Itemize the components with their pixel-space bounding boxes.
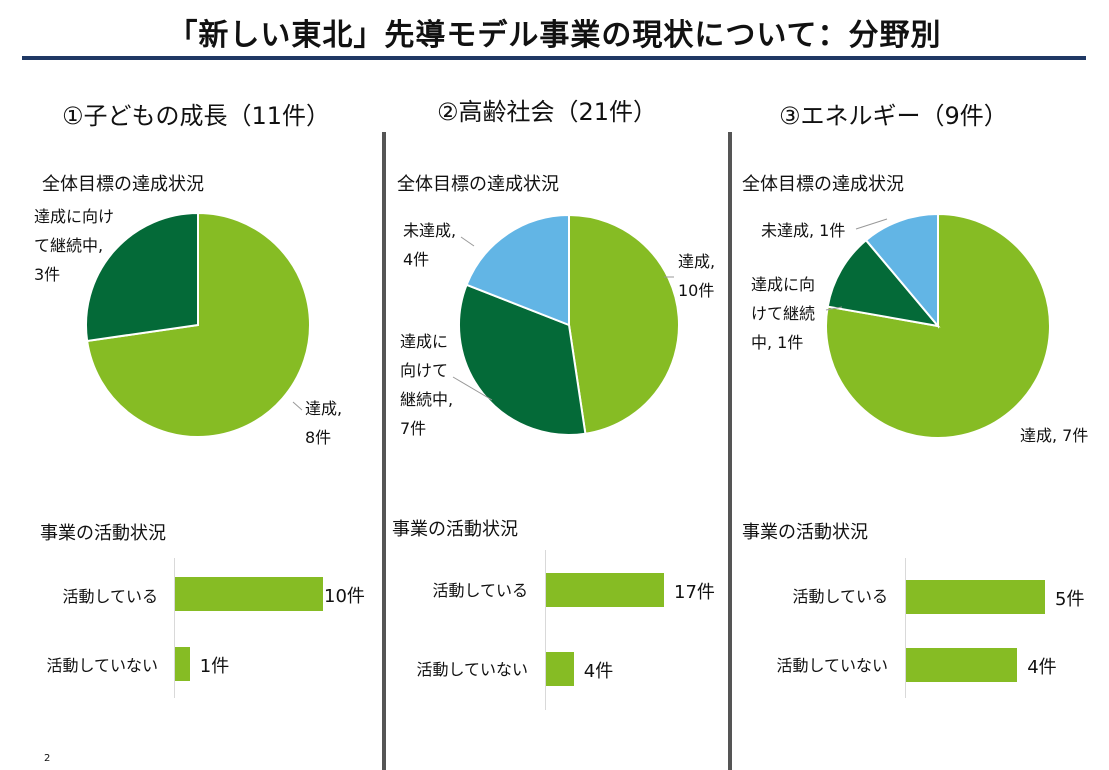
pie-label-2-3: 未達成, 4件 [403,216,456,274]
pie-slice-2-1 [568,213,680,435]
pie-slice-3-3 [864,212,939,329]
page-title: 「新しい東北」先導モデル事業の現状について：分野別 [167,18,942,53]
pie-label-line: 4件 [403,250,430,269]
bar-3-1 [906,580,1045,614]
pie-slice-1-2 [85,211,199,343]
pie-label-line: 未達成, [403,221,457,240]
bar-category-label-1-1: 活動している [62,587,158,606]
pie-label-line: 未達成, 1件 [761,221,846,240]
bar-value-label-1-2: 1件 [199,656,230,677]
pie-title-1: 全体目標の達成状況 [42,174,204,195]
bar-value-label-2-2: 4件 [583,661,614,682]
pie-label-line: 7件 [400,419,427,438]
pie-slice-3-2 [826,238,941,328]
bar-value-label-3-1: 5件 [1055,589,1085,610]
column-divider-2 [728,132,732,770]
pie-label-2-1: 達成, 10件 [678,247,715,305]
pie-label-1-2: 達成に向けて継続中, 3件 [34,202,114,289]
pie-label-3-3: 未達成, 1件 [761,216,845,245]
pie-label-line: 向けて [400,361,449,380]
page-number: 2 [44,753,51,764]
bar-category-label-1-2: 活動していない [46,656,158,675]
pie-leader-line-2-3 [460,236,475,247]
pie-label-line: 10件 [678,281,715,300]
bar-1-2 [175,647,190,681]
pie-leader-line-1-1 [292,401,303,411]
pie-label-line: 達成, [678,252,716,271]
bar-2-2 [546,652,574,686]
column-divider-1 [382,132,386,770]
bar-2-1 [546,573,664,607]
bar-category-label-2-1: 活動している [432,581,528,600]
title-underline [22,56,1086,60]
bar-axis-1 [174,558,175,698]
pie-label-line: 達成に向 [751,275,816,294]
pie-label-3-2: 達成に向けて継続中, 1件 [751,270,815,357]
bar-1-1 [175,577,323,611]
section-title-1: ①子どもの成長（11件） [62,102,331,130]
pie-title-2: 全体目標の達成状況 [397,174,559,195]
pie-label-line: て継続中, [34,236,104,255]
section-title-3: ③エネルギー（9件） [779,102,1008,130]
pie-label-2-2: 達成に向けて継続中, 7件 [400,327,453,443]
pie-label-line: けて継続 [751,304,816,323]
bar-axis-3 [905,558,906,698]
pie-label-line: 達成, [305,399,343,418]
bar-title-2: 事業の活動状況 [392,519,518,540]
bar-3-2 [906,648,1018,682]
pie-label-line: 達成に向け [34,207,115,226]
bar-value-label-1-1: 10件 [324,586,365,607]
pie-label-line: 8件 [305,428,332,447]
pie-leader-line-3-3 [855,218,888,230]
bar-title-1: 事業の活動状況 [40,523,166,544]
pie-leader-line-2-2 [452,376,493,401]
pie-label-line: 継続中, [400,390,454,409]
pie-slice-2-3 [465,213,570,327]
bar-category-label-2-2: 活動していない [416,660,528,679]
bar-axis-2 [545,550,546,710]
bar-category-label-3-2: 活動していない [776,656,888,675]
pie-label-line: 3件 [34,265,61,284]
pie-label-1-1: 達成, 8件 [305,394,342,452]
bar-category-label-3-1: 活動している [792,587,888,606]
pie-label-line: 達成に [400,332,449,351]
bar-title-3: 事業の活動状況 [742,522,868,543]
pie-label-3-1: 達成, 7件 [1020,421,1088,450]
pie-label-line: 達成, 7件 [1020,426,1089,445]
pie-label-line: 中, 1件 [751,333,804,352]
pie-slice-2-2 [458,283,587,436]
section-title-2: ②高齢社会（21件） [437,98,658,126]
pie-title-3: 全体目標の達成状況 [742,174,904,195]
bar-value-label-3-2: 4件 [1027,657,1057,678]
bar-value-label-2-1: 17件 [674,582,715,603]
pie-leader-line-3-2 [825,306,843,311]
